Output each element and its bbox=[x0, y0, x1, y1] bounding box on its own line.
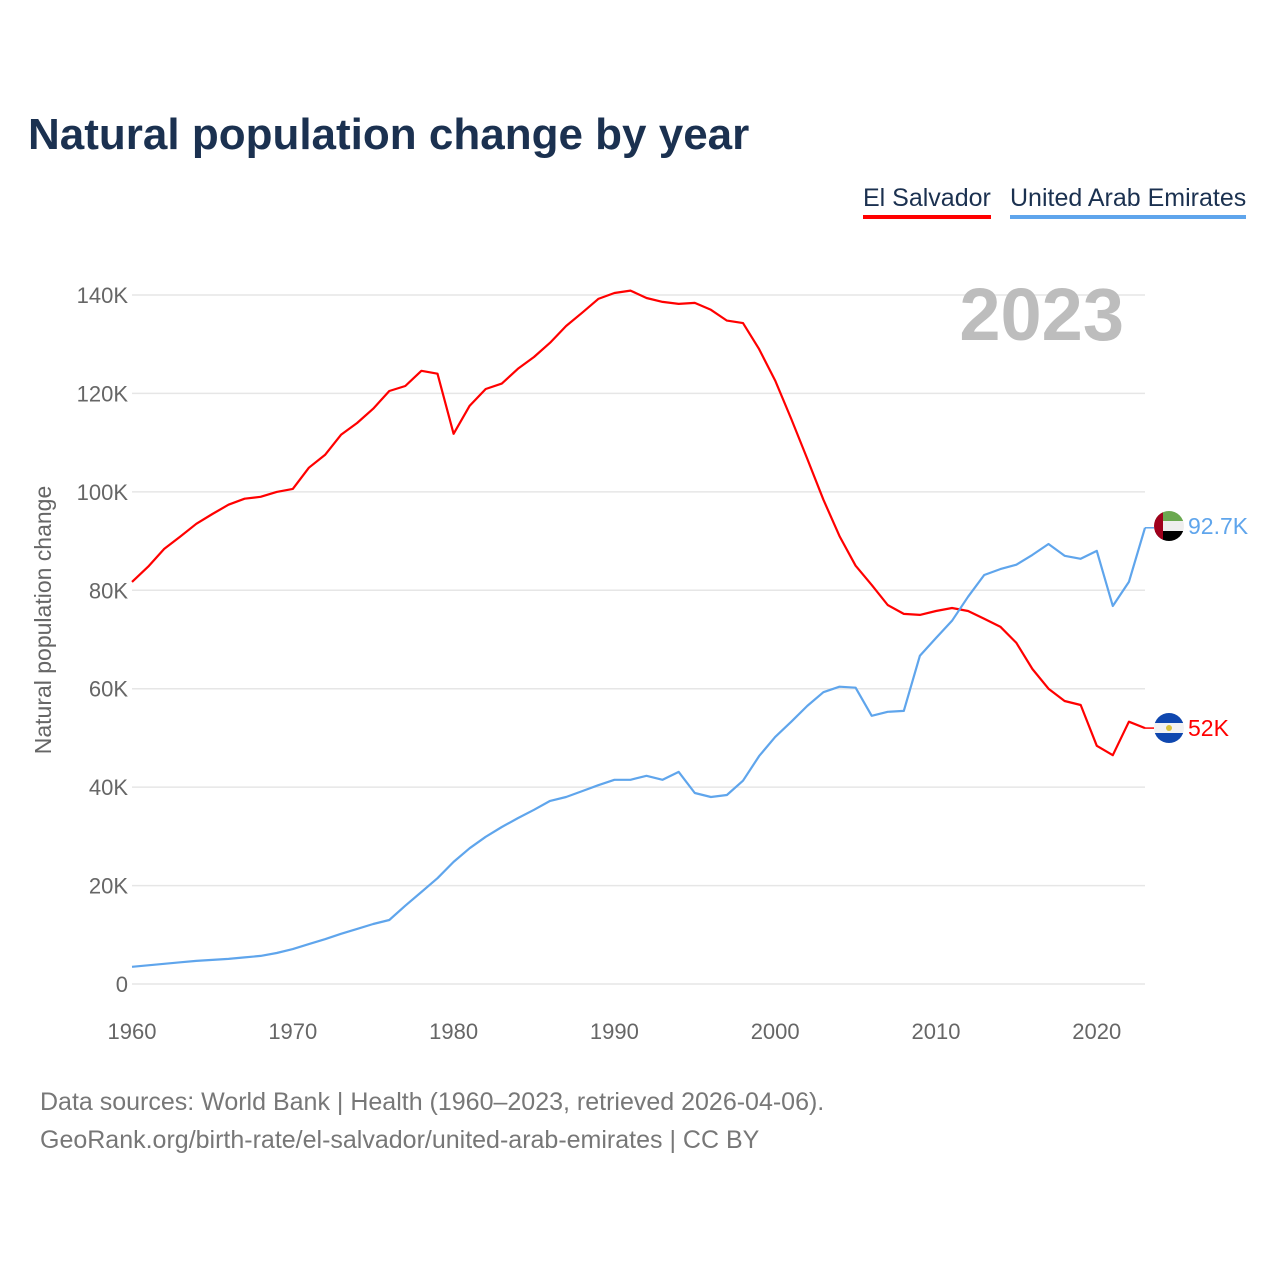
x-tick-label: 2000 bbox=[751, 1019, 800, 1044]
x-tick-label: 2020 bbox=[1072, 1019, 1121, 1044]
end-label-el-salvador: 52K bbox=[1188, 715, 1230, 741]
legend-item-uae[interactable]: United Arab Emirates bbox=[1010, 184, 1247, 219]
x-tick-label: 1960 bbox=[108, 1019, 157, 1044]
chart-title: Natural population change by year bbox=[28, 110, 750, 159]
y-tick-label: 80K bbox=[89, 578, 128, 603]
y-tick-label: 40K bbox=[89, 775, 128, 800]
y-axis-label: Natural population change bbox=[30, 486, 56, 755]
year-label: 2023 bbox=[959, 273, 1124, 356]
y-tick-label: 120K bbox=[77, 381, 129, 406]
footer-sources: Data sources: World Bank | Health (1960–… bbox=[40, 1088, 825, 1116]
x-tick-label: 1980 bbox=[429, 1019, 478, 1044]
y-tick-label: 100K bbox=[77, 480, 129, 505]
y-tick-label: 0 bbox=[116, 972, 128, 997]
footer-link[interactable]: GeoRank.org/birth-rate/el-salvador/unite… bbox=[40, 1126, 760, 1154]
el-salvador-flag-icon bbox=[1154, 713, 1184, 743]
y-tick-label: 20K bbox=[89, 874, 128, 899]
x-tick-label: 1970 bbox=[268, 1019, 317, 1044]
end-label-uae: 92.7K bbox=[1188, 513, 1249, 539]
uae-flag-icon bbox=[1154, 511, 1184, 541]
x-tick-label: 2010 bbox=[911, 1019, 960, 1044]
x-tick-label: 1990 bbox=[590, 1019, 639, 1044]
y-tick-label: 60K bbox=[89, 677, 128, 702]
y-tick-label: 140K bbox=[77, 283, 129, 308]
series-line-uae bbox=[131, 527, 1147, 968]
series-line-el-salvador bbox=[131, 289, 1146, 757]
legend-item-el-salvador[interactable]: El Salvador bbox=[863, 184, 991, 219]
